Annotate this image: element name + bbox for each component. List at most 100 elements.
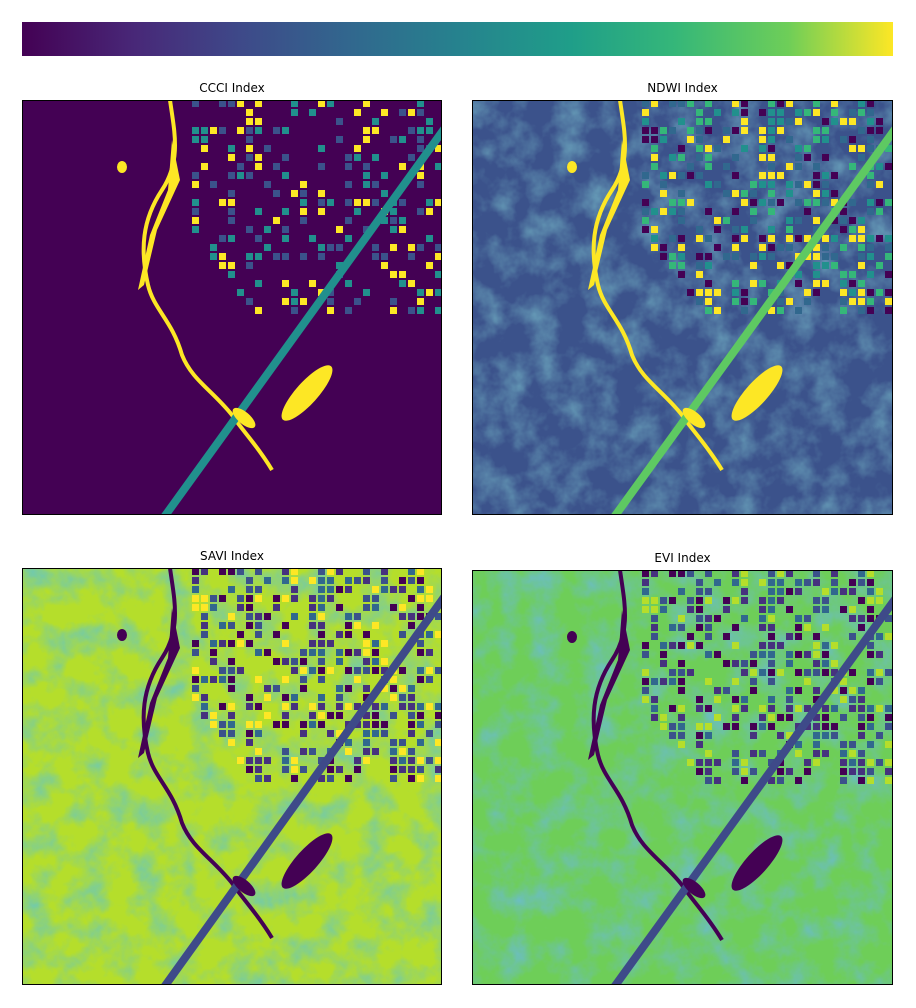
urban-block: [408, 235, 415, 242]
urban-block: [678, 741, 685, 748]
urban-block: [426, 586, 433, 593]
urban-block: [660, 253, 667, 260]
urban-block: [849, 163, 856, 170]
urban-block: [678, 145, 685, 152]
urban-block: [849, 226, 856, 233]
urban-block: [264, 307, 271, 314]
urban-block: [660, 660, 667, 667]
urban-block: [660, 678, 667, 685]
urban-block: [399, 766, 406, 773]
urban-block: [840, 289, 847, 296]
urban-block: [246, 289, 253, 296]
urban-block: [723, 633, 730, 640]
urban-block: [291, 109, 298, 116]
urban-block: [435, 631, 442, 638]
urban-block: [372, 190, 379, 197]
urban-block: [822, 280, 829, 287]
urban-block: [651, 705, 658, 712]
urban-block: [381, 100, 388, 107]
urban-block: [804, 651, 811, 658]
urban-block: [264, 226, 271, 233]
urban-block: [705, 678, 712, 685]
urban-block: [210, 127, 217, 134]
urban-block: [300, 217, 307, 224]
urban-block: [705, 750, 712, 757]
urban-block: [759, 127, 766, 134]
urban-block: [264, 577, 271, 584]
urban-block: [651, 145, 658, 152]
urban-block: [885, 199, 892, 206]
urban-block: [417, 235, 424, 242]
urban-block: [840, 118, 847, 125]
urban-block: [651, 615, 658, 622]
urban-block: [336, 100, 343, 107]
urban-block: [372, 730, 379, 737]
urban-block: [687, 136, 694, 143]
urban-block: [876, 633, 883, 640]
urban-block: [300, 298, 307, 305]
urban-block: [390, 136, 397, 143]
urban-block: [219, 721, 226, 728]
urban-block: [795, 145, 802, 152]
urban-block: [282, 289, 289, 296]
urban-block: [336, 712, 343, 719]
urban-block: [192, 595, 199, 602]
urban-block: [390, 685, 397, 692]
urban-block: [849, 669, 856, 676]
urban-block: [435, 712, 442, 719]
urban-block: [885, 271, 892, 278]
urban-block: [660, 127, 667, 134]
urban-block: [219, 172, 226, 179]
urban-block: [678, 100, 685, 107]
urban-block: [372, 280, 379, 287]
urban-block: [813, 660, 820, 667]
urban-block: [687, 127, 694, 134]
urban-block: [786, 732, 793, 739]
urban-block: [309, 712, 316, 719]
urban-block: [219, 100, 226, 107]
urban-block: [201, 568, 208, 575]
urban-block: [255, 307, 262, 314]
urban-block: [804, 678, 811, 685]
urban-block: [642, 127, 649, 134]
urban-block: [813, 714, 820, 721]
urban-block: [732, 696, 739, 703]
urban-block: [318, 199, 325, 206]
urban-block: [237, 595, 244, 602]
urban-block: [381, 262, 388, 269]
urban-block: [255, 703, 262, 710]
urban-block: [822, 136, 829, 143]
urban-block: [192, 586, 199, 593]
urban-block: [399, 298, 406, 305]
urban-block: [228, 658, 235, 665]
urban-block: [768, 606, 775, 613]
urban-block: [732, 127, 739, 134]
urban-block: [687, 100, 694, 107]
urban-block: [372, 136, 379, 143]
urban-block: [345, 622, 352, 629]
urban-block: [417, 199, 424, 206]
urban-block: [435, 253, 442, 260]
urban-block: [660, 597, 667, 604]
urban-block: [219, 595, 226, 602]
urban-block: [849, 136, 856, 143]
urban-block: [813, 696, 820, 703]
urban-block: [840, 588, 847, 595]
urban-block: [210, 208, 217, 215]
urban-block: [741, 307, 748, 314]
urban-block: [210, 595, 217, 602]
urban-block: [867, 136, 874, 143]
urban-block: [399, 685, 406, 692]
urban-block: [768, 777, 775, 784]
urban-block: [696, 127, 703, 134]
urban-block: [327, 568, 334, 575]
urban-block: [732, 208, 739, 215]
urban-block: [867, 669, 874, 676]
urban-block: [327, 262, 334, 269]
road: [610, 125, 893, 515]
urban-block: [840, 714, 847, 721]
urban-block: [291, 694, 298, 701]
urban-block: [246, 730, 253, 737]
urban-block: [417, 127, 424, 134]
urban-block: [849, 289, 856, 296]
